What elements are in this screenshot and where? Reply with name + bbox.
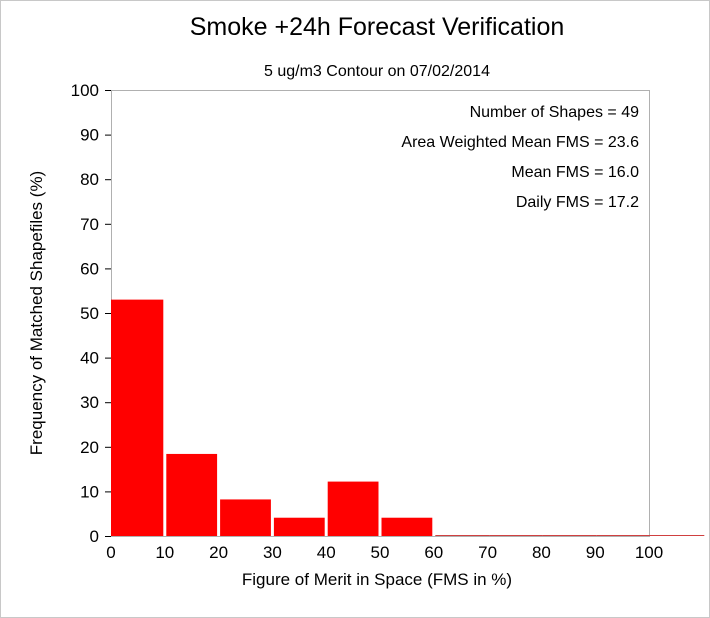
x-tick-label: 30 bbox=[263, 543, 282, 562]
bar bbox=[220, 499, 271, 536]
x-tick-label: 80 bbox=[532, 543, 551, 562]
chart-title: Smoke +24h Forecast Verification bbox=[190, 13, 565, 41]
bar bbox=[111, 299, 164, 536]
y-tick-label: 20 bbox=[80, 438, 99, 457]
bar bbox=[166, 453, 218, 536]
x-tick-label: 20 bbox=[209, 543, 228, 562]
x-tick-label: 90 bbox=[586, 543, 605, 562]
bar bbox=[650, 535, 705, 536]
y-tick-label: 70 bbox=[80, 215, 99, 234]
x-tick-label: 40 bbox=[317, 543, 336, 562]
stat-annotation: Mean FMS = 16.0 bbox=[511, 164, 639, 181]
y-tick-label: 60 bbox=[80, 259, 99, 278]
bar bbox=[435, 535, 490, 536]
bar bbox=[596, 535, 651, 536]
bar bbox=[489, 535, 543, 536]
bar bbox=[381, 517, 433, 536]
x-tick-label: 0 bbox=[106, 543, 115, 562]
x-ticks: 0 10 20 30 40 50 60 70 80 90 100 bbox=[106, 543, 663, 562]
y-tick-label: 80 bbox=[80, 170, 99, 189]
stat-annotation: Daily FMS = 17.2 bbox=[516, 194, 639, 211]
bars bbox=[111, 299, 705, 536]
y-tick-label: 50 bbox=[80, 304, 99, 323]
y-tick-label: 100 bbox=[71, 81, 99, 100]
annotations: Number of Shapes = 49 Area Weighted Mean … bbox=[401, 104, 639, 211]
y-tick-label: 90 bbox=[80, 126, 99, 145]
bar bbox=[327, 481, 379, 536]
x-tick-label: 70 bbox=[478, 543, 497, 562]
stat-annotation: Area Weighted Mean FMS = 23.6 bbox=[401, 134, 639, 151]
bar bbox=[273, 517, 325, 536]
y-axis-label: Frequency of Matched Shapefiles (%) bbox=[27, 171, 46, 455]
bar bbox=[542, 535, 597, 536]
y-ticks: 0 10 20 30 40 50 60 70 80 90 100 bbox=[71, 81, 111, 546]
stat-annotation: Number of Shapes = 49 bbox=[470, 104, 640, 121]
y-tick-label: 30 bbox=[80, 393, 99, 412]
x-tick-label: 60 bbox=[424, 543, 443, 562]
x-tick-label: 100 bbox=[635, 543, 663, 562]
y-tick-label: 10 bbox=[80, 482, 99, 501]
x-tick-label: 10 bbox=[155, 543, 174, 562]
x-tick-label: 50 bbox=[371, 543, 390, 562]
y-tick-label: 40 bbox=[80, 349, 99, 368]
x-axis-label: Figure of Merit in Space (FMS in %) bbox=[242, 570, 512, 589]
chart-subtitle: 5 ug/m3 Contour on 07/02/2014 bbox=[264, 63, 490, 80]
y-tick-label: 0 bbox=[90, 527, 99, 546]
